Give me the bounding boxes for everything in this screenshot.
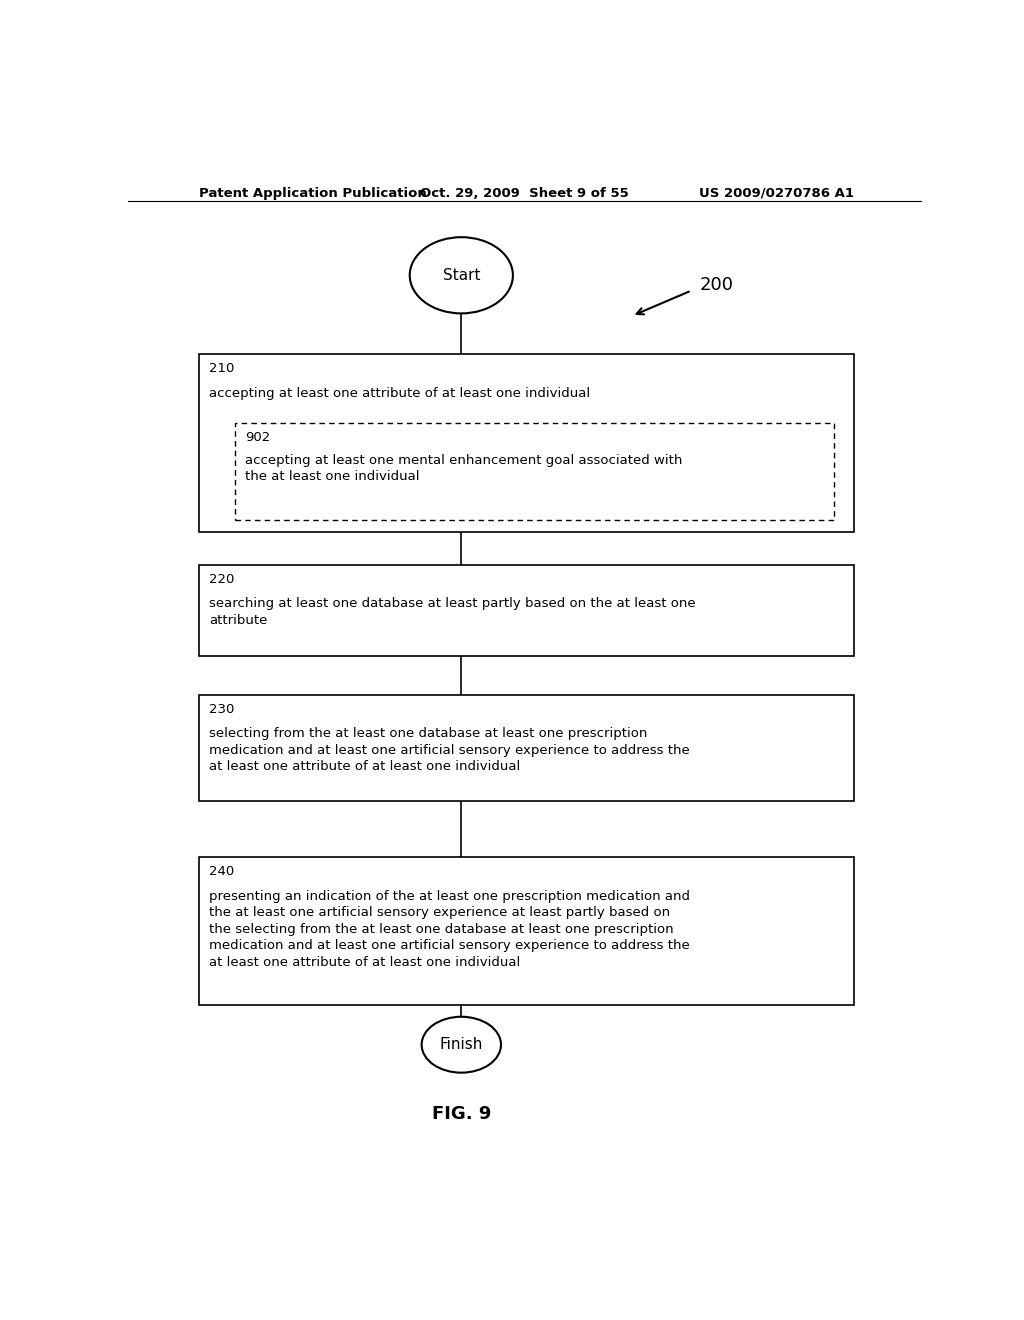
- Text: accepting at least one mental enhancement goal associated with
the at least one : accepting at least one mental enhancemen…: [245, 454, 682, 483]
- Text: US 2009/0270786 A1: US 2009/0270786 A1: [699, 187, 854, 199]
- Text: 902: 902: [245, 432, 270, 445]
- Text: accepting at least one attribute of at least one individual: accepting at least one attribute of at l…: [209, 387, 590, 400]
- Text: Finish: Finish: [439, 1038, 483, 1052]
- Bar: [236, 424, 835, 520]
- Ellipse shape: [422, 1016, 501, 1073]
- Text: 200: 200: [699, 276, 733, 294]
- Text: 210: 210: [209, 362, 234, 375]
- Text: Patent Application Publication: Patent Application Publication: [200, 187, 427, 199]
- Bar: [200, 354, 854, 532]
- Text: 240: 240: [209, 866, 234, 878]
- Text: Oct. 29, 2009  Sheet 9 of 55: Oct. 29, 2009 Sheet 9 of 55: [421, 187, 629, 199]
- Text: Start: Start: [442, 268, 480, 282]
- Bar: [200, 694, 854, 801]
- Text: 220: 220: [209, 573, 234, 586]
- Text: presenting an indication of the at least one prescription medication and
the at : presenting an indication of the at least…: [209, 890, 690, 969]
- Ellipse shape: [410, 238, 513, 313]
- Text: searching at least one database at least partly based on the at least one
attrib: searching at least one database at least…: [209, 598, 695, 627]
- Bar: [200, 565, 854, 656]
- Bar: [200, 857, 854, 1005]
- Text: selecting from the at least one database at least one prescription
medication an: selecting from the at least one database…: [209, 727, 690, 774]
- Text: 230: 230: [209, 702, 234, 715]
- Text: FIG. 9: FIG. 9: [432, 1105, 490, 1123]
